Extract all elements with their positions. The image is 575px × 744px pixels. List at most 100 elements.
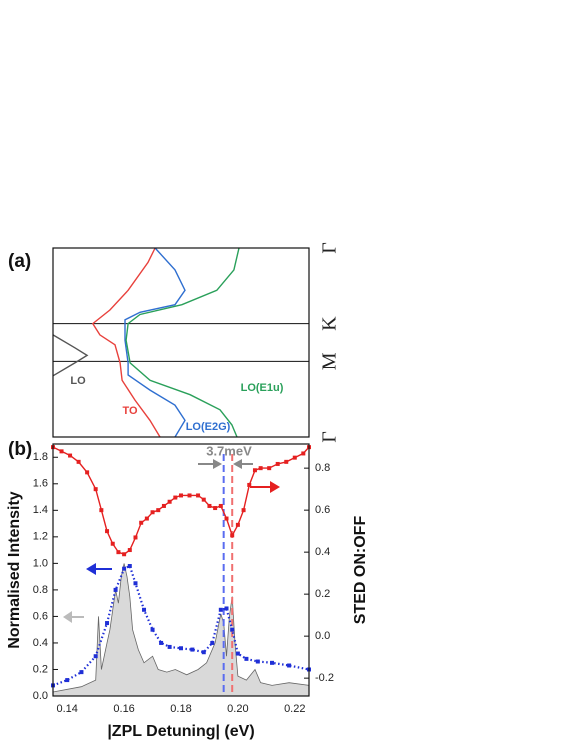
data-point	[85, 470, 90, 475]
x-tick-label: 0.18	[170, 703, 191, 715]
data-point	[167, 644, 172, 649]
data-point	[127, 548, 132, 553]
axis-arrow-head	[270, 481, 280, 493]
data-point	[68, 453, 73, 458]
x-tick-label: 0.20	[227, 703, 248, 715]
panel-label: (a)	[8, 251, 31, 272]
data-point	[267, 466, 272, 471]
data-point	[218, 607, 223, 612]
k-point-label: M	[319, 352, 341, 370]
data-point	[244, 656, 249, 661]
data-point	[173, 495, 178, 500]
data-point	[190, 647, 195, 652]
y-tick-label: 1.0	[33, 557, 48, 569]
series-line	[124, 247, 186, 438]
x-tick-label: 0.14	[57, 703, 78, 715]
data-point	[122, 566, 127, 571]
plot-frame	[52, 443, 310, 697]
axis-arrow-head	[63, 611, 72, 623]
axis-arrow-head	[86, 563, 96, 575]
x-axis-label: |ZPL Detuning| (eV)	[107, 723, 254, 740]
data-point	[105, 621, 110, 626]
data-point	[301, 451, 306, 456]
data-point	[270, 660, 275, 665]
data-point	[65, 678, 70, 683]
data-point	[252, 468, 257, 473]
data-point	[127, 564, 132, 569]
k-point-label: Γ	[319, 242, 341, 254]
data-point	[105, 529, 110, 534]
data-point	[210, 640, 215, 645]
data-point	[207, 503, 212, 508]
y2-tick-label: 0.0	[315, 630, 330, 642]
y-tick-label: 0.0	[33, 690, 48, 702]
data-point	[144, 516, 149, 521]
data-point	[218, 503, 223, 508]
data-point	[142, 607, 147, 612]
data-point	[187, 493, 192, 498]
data-point	[213, 506, 218, 511]
data-point	[196, 493, 201, 498]
data-point	[230, 627, 235, 632]
x-tick-label: 0.22	[284, 703, 305, 715]
spectrum-area	[52, 563, 310, 697]
branch-label: LO	[70, 375, 86, 387]
data-point	[139, 520, 144, 525]
panel-label: (b)	[8, 439, 32, 460]
data-point	[76, 459, 81, 464]
y2-tick-label: 0.4	[315, 546, 330, 558]
series-line	[91, 247, 161, 438]
y-tick-label: 1.4	[33, 504, 48, 516]
data-point	[275, 461, 280, 466]
y-axis-label: Normalised Intensity	[6, 491, 23, 648]
y2-tick-label: 0.8	[315, 462, 330, 474]
data-point	[287, 663, 292, 668]
y-tick-label: 1.2	[33, 531, 48, 543]
data-point	[179, 493, 183, 498]
annotation: 3.7meV	[206, 443, 252, 458]
y-tick-label: 1.6	[33, 478, 48, 490]
data-point	[93, 654, 98, 659]
y2-tick-label: 0.6	[315, 504, 330, 516]
data-point	[230, 533, 235, 538]
data-point	[161, 503, 166, 508]
y-tick-label: 0.2	[33, 663, 48, 675]
y-tick-label: 0.6	[33, 610, 48, 622]
data-point	[224, 606, 229, 611]
data-point	[241, 508, 246, 513]
k-point-label: K	[319, 316, 341, 331]
data-point	[179, 646, 183, 651]
x-tick-label: 0.16	[113, 703, 134, 715]
data-point	[133, 535, 138, 540]
y2-axis-label: STED ON:OFF	[352, 516, 369, 625]
data-point	[201, 497, 206, 502]
data-point	[156, 508, 161, 513]
data-point	[116, 550, 121, 555]
y-tick-label: 0.4	[33, 637, 48, 649]
data-point	[159, 640, 164, 645]
data-point	[247, 482, 252, 487]
branch-label: LO(E2G)	[186, 421, 231, 433]
series-line	[52, 446, 310, 556]
data-point	[93, 487, 98, 492]
arrows	[63, 459, 280, 623]
data-point	[201, 650, 206, 655]
data-point	[110, 541, 115, 546]
data-point	[235, 522, 240, 527]
data-point	[59, 449, 64, 454]
k-point-label: Γ	[319, 431, 341, 443]
y2-tick-label: 0.2	[315, 588, 330, 600]
data-point	[79, 670, 84, 675]
y2-tick-label: -0.2	[315, 672, 334, 684]
y-tick-label: 1.8	[33, 451, 48, 463]
data-point	[133, 581, 138, 586]
data-point	[258, 466, 263, 471]
series-line	[125, 247, 240, 438]
gap-arrow-head	[213, 459, 222, 469]
data-point	[224, 516, 229, 521]
gap-arrow-head	[233, 459, 242, 469]
data-point	[284, 459, 289, 464]
branch-label: LO(E1u)	[241, 382, 284, 394]
